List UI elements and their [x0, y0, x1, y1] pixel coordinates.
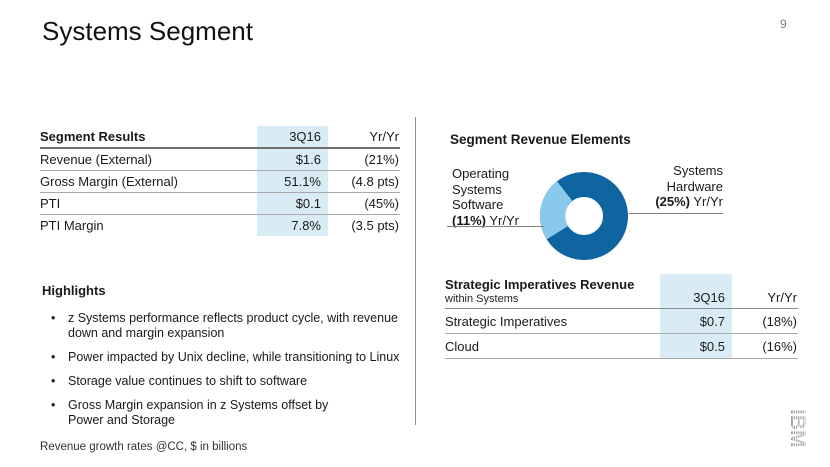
column-divider	[415, 117, 416, 425]
bullet-icon: •	[51, 374, 56, 388]
ibm-logo-svg: IBM	[786, 409, 809, 457]
bullet-list: • z Systems performance reflects product…	[42, 311, 414, 428]
row-value-3q16: $0.7	[660, 308, 732, 334]
row-label: Gross Margin (External)	[40, 170, 257, 193]
row-value-3q16: 51.1%	[257, 170, 328, 193]
svg-text:IBM: IBM	[788, 409, 809, 448]
donut-chart-svg	[540, 172, 628, 260]
row-value-3q16: 7.8%	[257, 214, 328, 236]
row-value-yryr: (4.8 pts)	[328, 170, 400, 193]
page-title: Systems Segment	[42, 16, 253, 46]
row-label: Cloud	[445, 333, 660, 359]
row-label: Strategic Imperatives	[445, 308, 660, 334]
bullet-icon: •	[51, 311, 56, 325]
column-header-3q16: 3Q16	[257, 126, 328, 149]
segment-results-table: Segment Results 3Q16 Yr/Yr Revenue (Exte…	[40, 126, 400, 236]
page-number: 9	[780, 17, 787, 31]
callout-line-right	[629, 213, 723, 214]
row-label: PTI	[40, 192, 257, 215]
bullet-text: Power impacted by Unix decline, while tr…	[68, 350, 400, 364]
callout-text: Operating Systems Software	[452, 166, 510, 212]
row-value-yryr: (21%)	[328, 148, 400, 171]
column-header-yryr: Yr/Yr	[732, 274, 798, 309]
list-item: • Power impacted by Unix decline, while …	[42, 350, 414, 365]
footnote: Revenue growth rates @CC, $ in billions	[40, 441, 248, 453]
column-header-3q16: 3Q16	[660, 274, 732, 309]
table-row: Gross Margin (External) 51.1% (4.8 pts)	[40, 170, 400, 193]
highlights-title: Highlights	[42, 283, 106, 298]
table-subtitle: within Systems	[445, 293, 519, 305]
callout-line-left	[447, 226, 544, 227]
bullet-icon: •	[51, 398, 56, 412]
row-value-3q16: $0.1	[257, 192, 328, 215]
list-item: • z Systems performance reflects product…	[42, 311, 414, 341]
row-label: Revenue (External)	[40, 148, 257, 171]
row-value-yryr: (18%)	[732, 308, 798, 334]
chart-callout-systems-hardware: Systems Hardware (25%) Yr/Yr	[613, 163, 723, 210]
bullet-icon: •	[51, 350, 56, 364]
row-value-3q16: $0.5	[660, 333, 732, 359]
table-row: Cloud $0.5 (16%)	[445, 333, 798, 359]
bullet-text: Storage value continues to shift to soft…	[68, 374, 308, 388]
column-header-yryr: Yr/Yr	[328, 126, 400, 149]
chart-callout-operating-systems-software: Operating Systems Software (11%) Yr/Yr	[452, 166, 519, 228]
revenue-elements-title: Segment Revenue Elements	[450, 132, 631, 147]
bullet-text: z Systems performance reflects product c…	[68, 311, 398, 340]
strategic-imperatives-table: Strategic Imperatives Revenue within Sys…	[445, 274, 798, 359]
donut-chart	[539, 171, 629, 261]
highlights-section: Highlights • z Systems performance refle…	[42, 283, 414, 437]
row-value-yryr: (3.5 pts)	[351, 218, 399, 233]
list-item: • Storage value continues to shift to so…	[42, 374, 414, 389]
table-row: Strategic Imperatives $0.7 (18%)	[445, 308, 798, 334]
bullet-text: Gross Margin expansion in z Systems offs…	[68, 398, 329, 427]
row-value-3q16: $1.6	[257, 148, 328, 171]
callout-value: (25%) Yr/Yr	[655, 194, 723, 209]
list-item: • Gross Margin expansion in z Systems of…	[42, 398, 414, 428]
row-value-yryr: (16%)	[732, 333, 798, 359]
callout-text: Systems Hardware	[666, 163, 723, 194]
callout-value: (11%) Yr/Yr	[452, 212, 519, 228]
table-row: PTI Margin 7.8% (3.5 pts)	[40, 214, 400, 236]
ibm-logo-icon: IBM	[786, 409, 810, 457]
row-value-yryr: (45%)	[328, 192, 400, 215]
row-label: PTI Margin	[40, 218, 104, 233]
table-title: Segment Results	[40, 126, 257, 149]
table-header-row: Segment Results 3Q16 Yr/Yr	[40, 126, 400, 149]
table-row: Revenue (External) $1.6 (21%)	[40, 148, 400, 171]
table-header-row: Strategic Imperatives Revenue within Sys…	[445, 274, 798, 309]
table-title-text: Strategic Imperatives Revenue	[445, 277, 635, 292]
table-row: PTI $0.1 (45%)	[40, 192, 400, 215]
table-title: Strategic Imperatives Revenue within Sys…	[445, 274, 660, 309]
